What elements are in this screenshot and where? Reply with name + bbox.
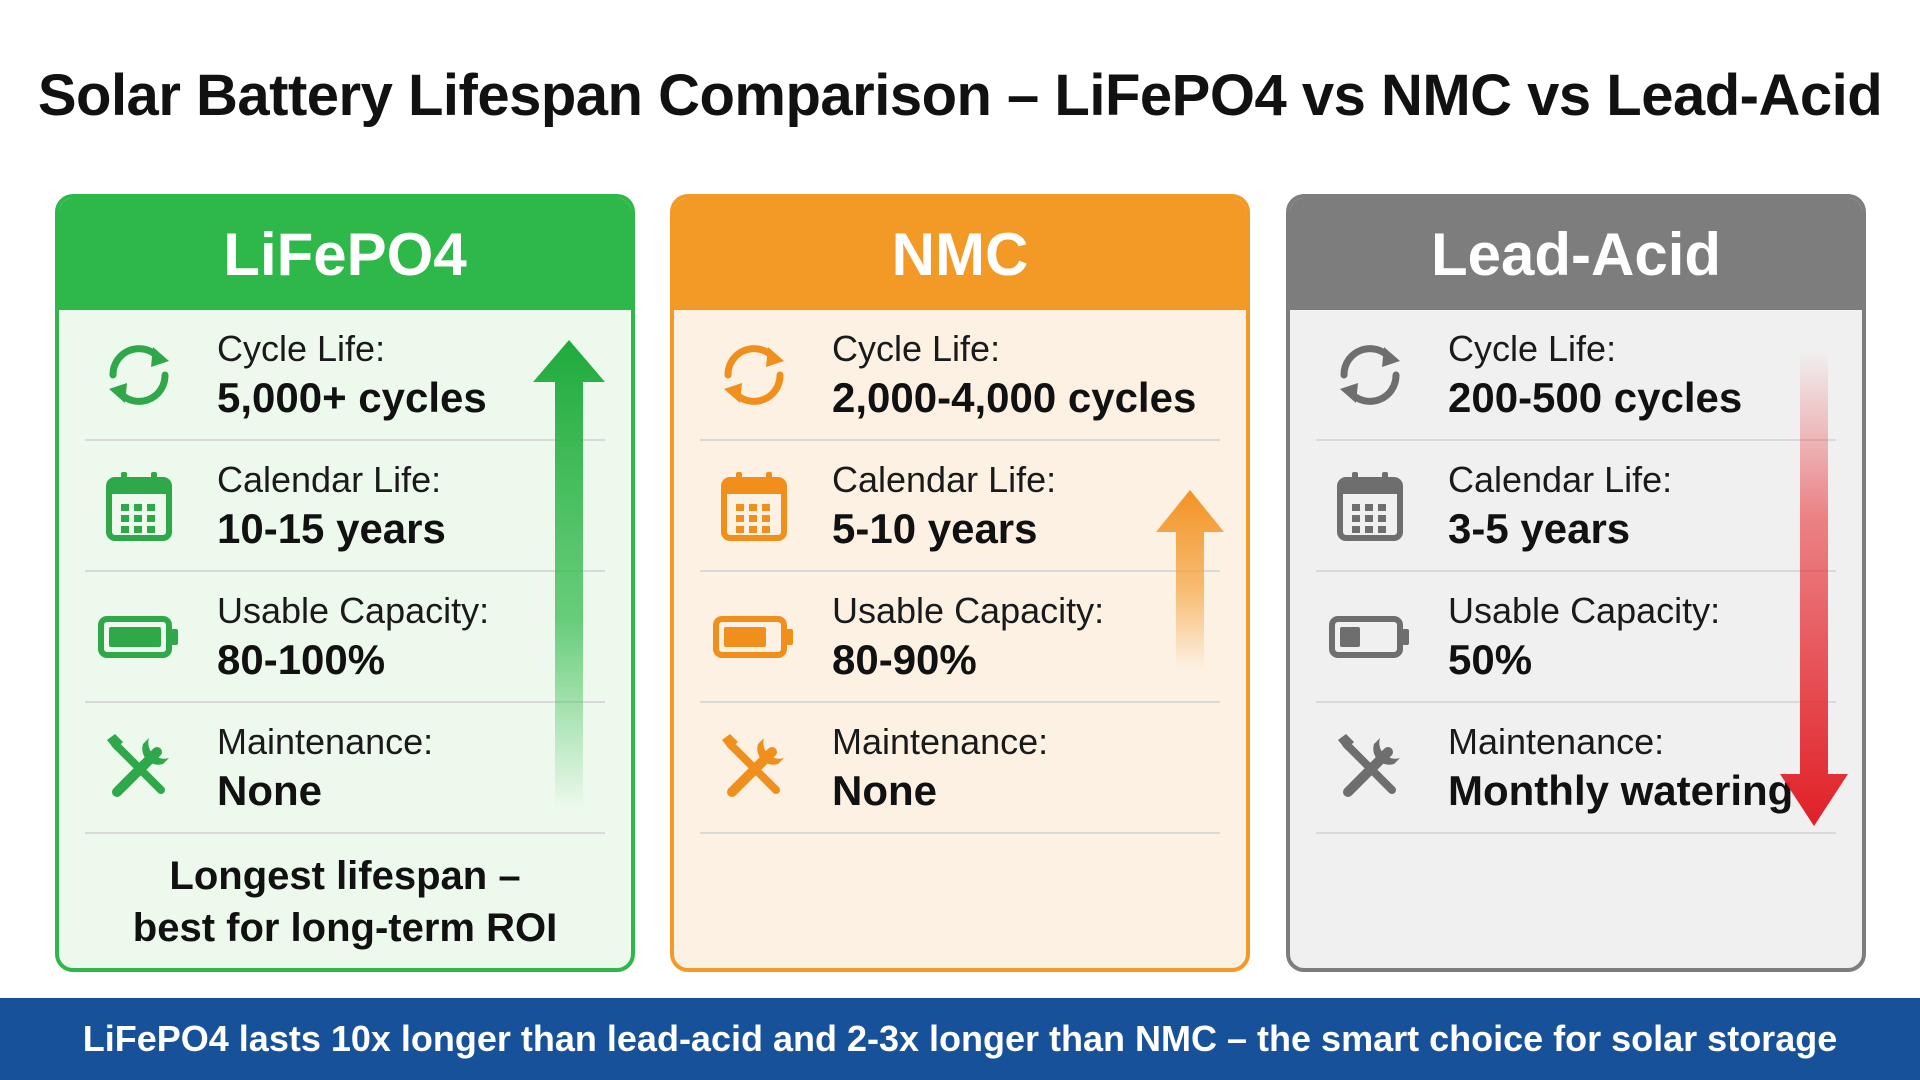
row-label: Maintenance: bbox=[1448, 720, 1665, 762]
row-cycle-life: Cycle Life: 200-500 cycles bbox=[1316, 310, 1836, 441]
card-header: Lead-Acid bbox=[1290, 198, 1862, 310]
row-label: Cycle Life: bbox=[1448, 327, 1617, 369]
battery-high-icon bbox=[712, 595, 796, 679]
tools-icon bbox=[1328, 726, 1412, 810]
card-rows: Cycle Life: 5,000+ cycles Calendar Life: 1… bbox=[59, 310, 631, 834]
row-label: Maintenance: bbox=[832, 720, 1049, 762]
row-label: Usable Capacity: bbox=[217, 589, 490, 631]
row-usable-capacity: Usable Capacity: 50% bbox=[1316, 572, 1836, 703]
row-cycle-life: Cycle Life: 2,000-4,000 cycles bbox=[700, 310, 1220, 441]
row-label: Calendar Life: bbox=[1448, 458, 1673, 500]
card-lead-acid: Lead-Acid Cycle Life: 200-500 cycles Cale… bbox=[1286, 194, 1866, 972]
footer-line-1: Longest lifespan – bbox=[169, 854, 521, 898]
row-usable-capacity: Usable Capacity: 80-100% bbox=[85, 572, 605, 703]
page-title: Solar Battery Lifespan Comparison – LiFe… bbox=[37, 63, 1883, 128]
row-maintenance: Maintenance: None bbox=[85, 703, 605, 834]
row-calendar-life: Calendar Life: 3-5 years bbox=[1316, 441, 1836, 572]
cycle-icon bbox=[97, 333, 181, 417]
row-value: 10-15 years bbox=[217, 504, 446, 552]
row-label: Maintenance: bbox=[217, 720, 434, 762]
row-value: 200-500 cycles bbox=[1448, 373, 1743, 421]
row-calendar-life: Calendar Life: 5-10 years bbox=[700, 441, 1220, 572]
battery-low-icon bbox=[1328, 595, 1412, 679]
card-header: LiFePO4 bbox=[59, 198, 631, 310]
card-lifepo4: LiFePO4 Cycle Life: 5,000+ cycles Calenda… bbox=[55, 194, 635, 972]
row-value: 5-10 years bbox=[832, 504, 1038, 552]
summary-banner: LiFePO4 lasts 10x longer than lead-acid … bbox=[0, 998, 1920, 1080]
cycle-icon bbox=[1328, 333, 1412, 417]
tools-icon bbox=[97, 726, 181, 810]
row-label: Usable Capacity: bbox=[832, 589, 1105, 631]
row-maintenance: Maintenance: Monthly watering bbox=[1316, 703, 1836, 834]
row-value: None bbox=[832, 766, 937, 814]
row-value: 80-90% bbox=[832, 635, 977, 683]
row-label: Usable Capacity: bbox=[1448, 589, 1721, 631]
card-footer: Longest lifespan – best for long-term RO… bbox=[59, 850, 631, 954]
tools-icon bbox=[712, 726, 796, 810]
row-value: Monthly watering bbox=[1448, 766, 1794, 814]
card-header: NMC bbox=[674, 198, 1246, 310]
footer-line-2: best for long-term ROI bbox=[132, 906, 558, 950]
row-label: Cycle Life: bbox=[832, 327, 1001, 369]
calendar-icon bbox=[97, 464, 181, 548]
cycle-icon bbox=[712, 333, 796, 417]
row-maintenance: Maintenance: None bbox=[700, 703, 1220, 834]
row-calendar-life: Calendar Life: 10-15 years bbox=[85, 441, 605, 572]
card-rows: Cycle Life: 2,000-4,000 cycles Calendar L… bbox=[674, 310, 1246, 834]
row-label: Cycle Life: bbox=[217, 327, 386, 369]
row-value: 2,000-4,000 cycles bbox=[832, 373, 1197, 421]
row-cycle-life: Cycle Life: 5,000+ cycles bbox=[85, 310, 605, 441]
battery-full-icon bbox=[97, 595, 181, 679]
row-value: 80-100% bbox=[217, 635, 386, 683]
card-nmc: NMC Cycle Life: 2,000-4,000 cycles Calend… bbox=[670, 194, 1250, 972]
row-value: 3-5 years bbox=[1448, 504, 1631, 552]
calendar-icon bbox=[712, 464, 796, 548]
row-value: 5,000+ cycles bbox=[217, 373, 487, 421]
calendar-icon bbox=[1328, 464, 1412, 548]
row-value: 50% bbox=[1448, 635, 1533, 683]
row-usable-capacity: Usable Capacity: 80-90% bbox=[700, 572, 1220, 703]
card-rows: Cycle Life: 200-500 cycles Calendar Life:… bbox=[1290, 310, 1862, 834]
row-value: None bbox=[217, 766, 322, 814]
row-label: Calendar Life: bbox=[832, 458, 1057, 500]
row-label: Calendar Life: bbox=[217, 458, 442, 500]
